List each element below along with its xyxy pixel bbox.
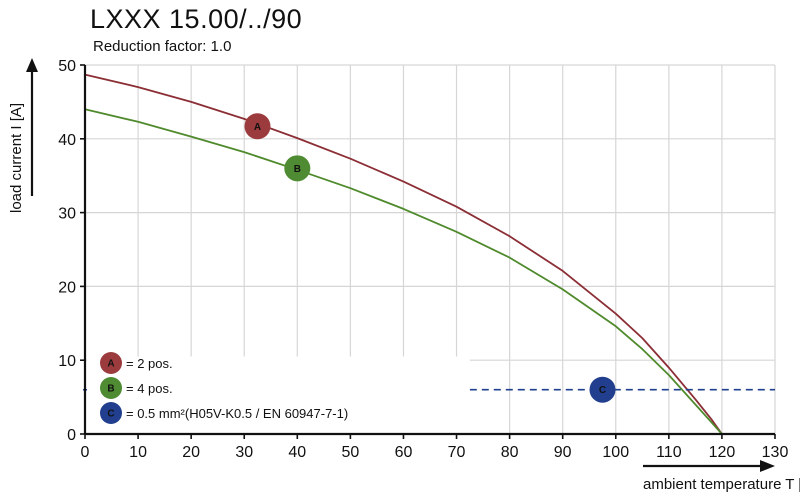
legend-badge-a: A — [100, 352, 122, 374]
x-tick-label: 30 — [235, 444, 253, 461]
x-direction-arrow-head — [760, 460, 775, 472]
y-tick-label: 10 — [58, 353, 76, 370]
series-line-a — [84, 73, 723, 435]
badge-circle — [100, 402, 122, 424]
chart-title: LXXX 15.00/../90 — [90, 4, 303, 34]
x-tick-label: 40 — [288, 444, 306, 461]
badge-letter: B — [294, 164, 301, 175]
series-marker-c: C — [589, 376, 616, 403]
badge-circle — [244, 113, 271, 140]
x-tick-label: 20 — [182, 444, 200, 461]
x-tick-label: 130 — [762, 444, 789, 461]
y-direction-arrow-head — [26, 58, 38, 72]
legend-text-a: = 2 pos. — [126, 356, 173, 371]
x-tick-label: 10 — [129, 444, 147, 461]
badge-circle — [100, 352, 122, 374]
badge-circle — [100, 377, 122, 399]
y-tick-label: 40 — [58, 132, 76, 149]
legend-background — [87, 356, 470, 433]
axes — [26, 58, 776, 472]
x-axis-label: ambient temperature T [°C] — [643, 476, 800, 493]
y-tick-label: 30 — [58, 206, 76, 223]
badge-letter: C — [599, 385, 606, 396]
chart-subtitle: Reduction factor: 1.0 — [93, 38, 232, 55]
x-tick-label: 90 — [554, 444, 572, 461]
badge-letter: B — [107, 384, 114, 395]
legend-badge-b: B — [100, 377, 122, 399]
y-tick-label: 20 — [58, 279, 76, 296]
x-tick-label: 80 — [501, 444, 519, 461]
badge-letter: C — [107, 409, 114, 420]
badge-letter: A — [107, 359, 114, 370]
x-tick-label: 0 — [81, 444, 90, 461]
series-marker-b: B — [284, 155, 311, 182]
badge-circle — [284, 155, 311, 182]
badge-circle — [589, 376, 616, 403]
x-tick-label: 60 — [395, 444, 413, 461]
badge-letter: A — [254, 122, 261, 133]
legend-badge-c: C — [100, 402, 122, 424]
y-tick-label: 0 — [67, 427, 76, 444]
x-tick-label: 120 — [709, 444, 736, 461]
tick-labels: 0 10 20 30 40 50 60 70 80 90 100 110 120 130 0 10 20 30 40… — [58, 58, 788, 461]
series-markers: A B C — [244, 113, 616, 403]
series-line-b — [84, 108, 723, 435]
y-axis-label: load current I [A] — [8, 103, 25, 213]
x-tick-label: 100 — [602, 444, 629, 461]
x-tick-label: 50 — [341, 444, 359, 461]
legend-text-b: = 4 pos. — [126, 381, 173, 396]
y-tick-label: 50 — [58, 58, 76, 75]
x-tick-label: 110 — [656, 444, 682, 461]
x-tick-label: 70 — [448, 444, 466, 461]
series-marker-a: A — [244, 113, 271, 140]
legend-text-c: = 0.5 mm²(H05V-K0.5 / EN 60947-7-1) — [126, 406, 348, 421]
legend: A = 2 pos. B = 4 pos. C = 0.5 mm²(H05V-K0.5 /… — [100, 352, 348, 424]
